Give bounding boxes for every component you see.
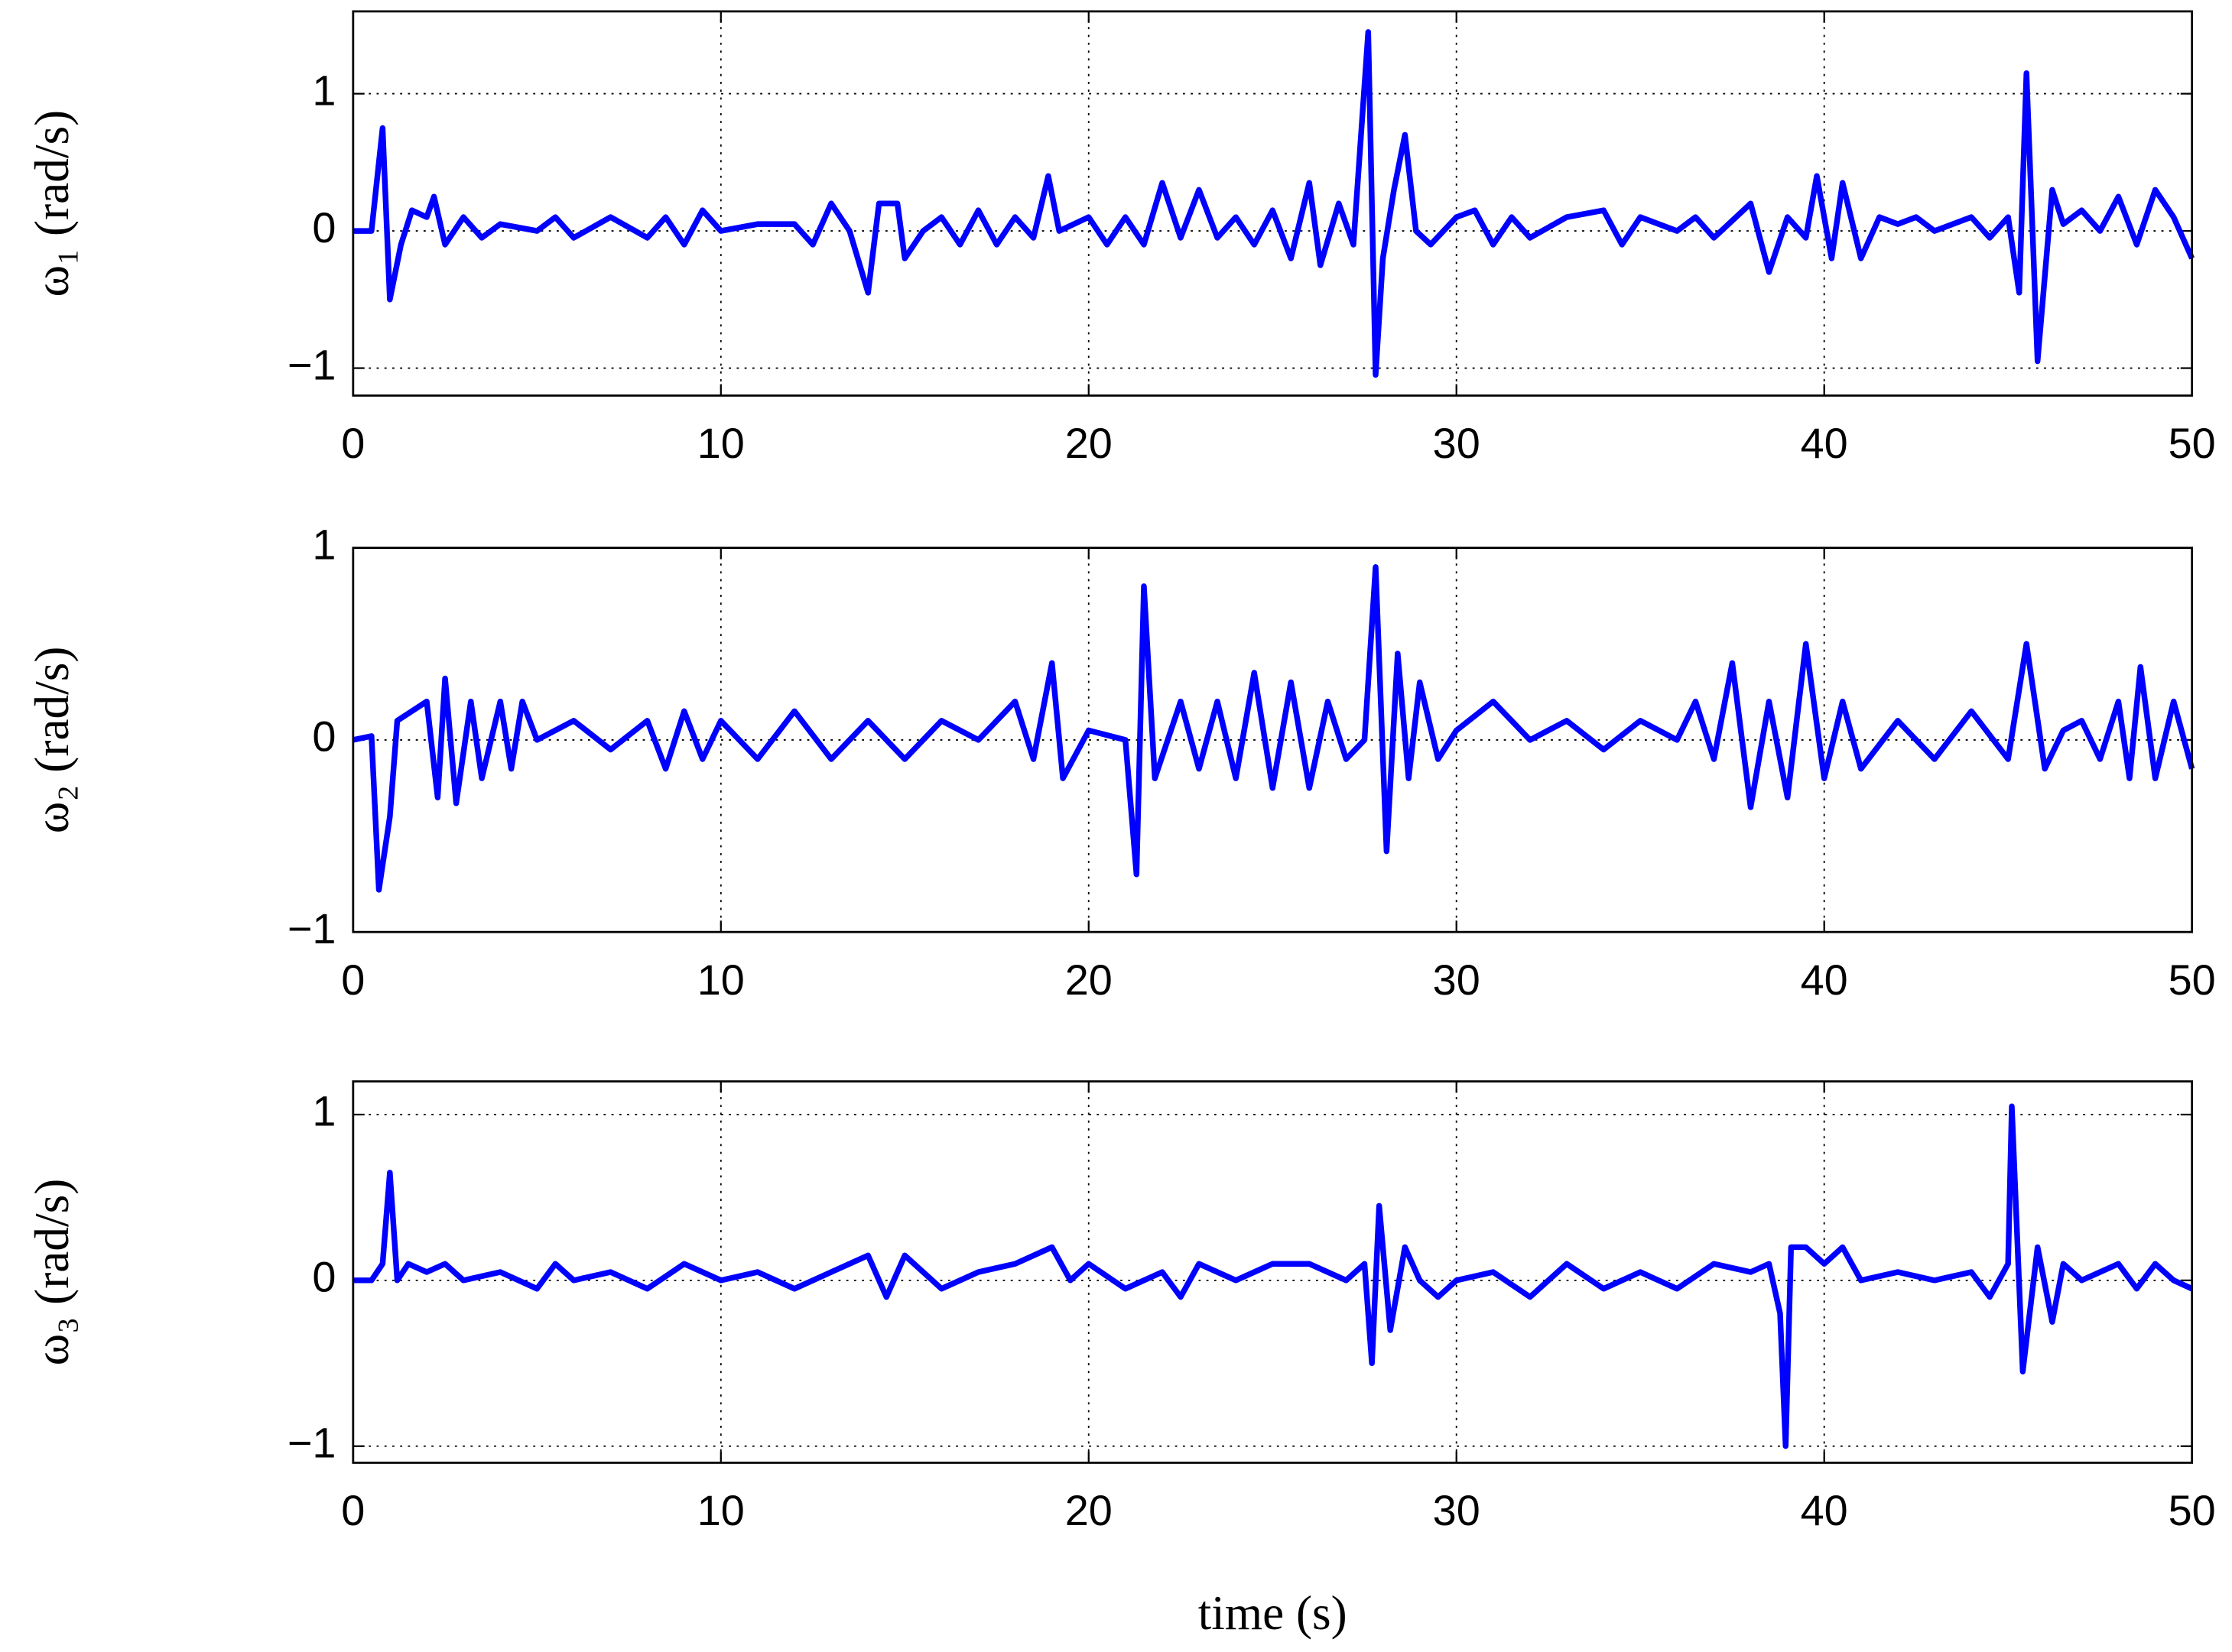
x-tick-label: 20	[1065, 956, 1113, 1004]
x-tick-label: 10	[697, 1486, 745, 1534]
plot-frame	[352, 1080, 2194, 1464]
plot-frame	[352, 547, 2194, 933]
x-tick-label: 20	[1065, 419, 1113, 467]
x-tick-label: 40	[1801, 1486, 1848, 1534]
y-tick-label: −1	[288, 340, 336, 388]
x-tick-label: 50	[2169, 1486, 2216, 1534]
y-axis-label: ω₂ (rad/s)	[25, 647, 79, 834]
x-tick-label: 40	[1801, 419, 1848, 467]
y-tick-label: 0	[312, 203, 336, 252]
data-line	[353, 1103, 2194, 1449]
x-tick-label: 30	[1433, 419, 1480, 467]
data-line	[353, 564, 2195, 893]
x-tick-label: 0	[341, 956, 365, 1004]
x-tick-label: 10	[697, 956, 745, 1004]
x-tick-label: 20	[1065, 1486, 1113, 1534]
x-axis-label: time (s)	[1198, 1586, 1347, 1640]
y-tick-label: 0	[312, 712, 336, 761]
x-tick-label: 30	[1433, 1486, 1480, 1534]
data-line	[353, 29, 2195, 378]
y-tick-label: −1	[288, 1419, 336, 1467]
y-tick-label: −1	[288, 904, 336, 953]
y-axis-label: ω₃ (rad/s)	[25, 1179, 79, 1366]
x-tick-label: 0	[341, 1486, 365, 1534]
y-tick-label: 1	[312, 66, 336, 114]
x-tick-label: 0	[341, 419, 365, 467]
x-tick-label: 50	[2169, 419, 2216, 467]
y-tick-label: 1	[312, 1087, 336, 1135]
plot-frame	[352, 10, 2194, 397]
x-tick-label: 40	[1801, 956, 1848, 1004]
y-axis-label: ω₁ (rad/s)	[25, 110, 79, 297]
x-tick-label: 30	[1433, 956, 1480, 1004]
y-tick-label: 0	[312, 1253, 336, 1301]
y-tick-label: 1	[312, 520, 336, 568]
x-tick-label: 50	[2169, 956, 2216, 1004]
x-tick-label: 10	[697, 419, 745, 467]
